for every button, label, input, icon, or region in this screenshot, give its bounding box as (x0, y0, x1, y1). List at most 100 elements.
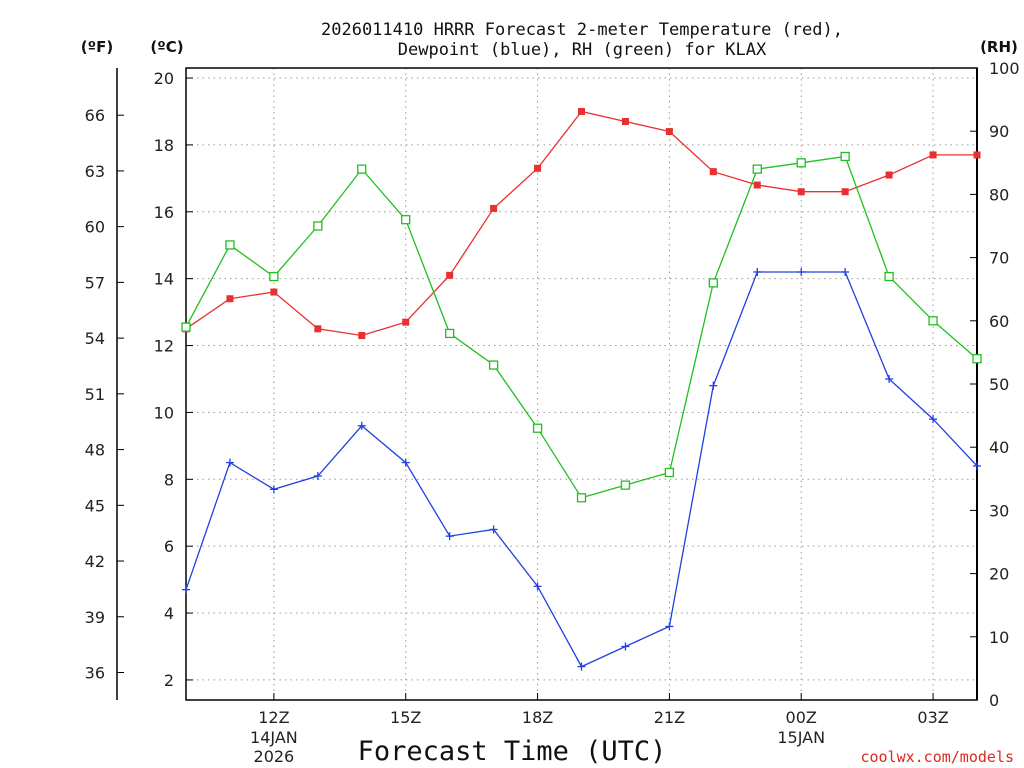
rh-tick-label: 80 (989, 185, 1009, 204)
rh-tick-label: 10 (989, 628, 1009, 647)
data-point (841, 188, 849, 196)
celsius-tick-label: 20 (154, 69, 174, 88)
data-point (929, 151, 937, 159)
x-tick-date-label: 2026 (254, 747, 295, 766)
series-2-meter-temperature (182, 107, 981, 340)
x-tick-label: 12Z (258, 708, 289, 727)
data-point (752, 164, 762, 174)
rh-tick-label: 30 (989, 501, 1009, 520)
data-point (445, 532, 454, 541)
data-point (313, 221, 323, 231)
x-tick-label: 03Z (917, 708, 948, 727)
data-point (357, 164, 367, 174)
celsius-tick-label: 2 (164, 671, 174, 690)
data-point (402, 318, 410, 326)
data-point (532, 423, 543, 433)
rh-tick-label: 90 (989, 122, 1009, 141)
fahrenheit-tick-label: 54 (85, 329, 105, 348)
celsius-tick-label: 4 (164, 604, 174, 623)
data-point (445, 328, 455, 339)
celsius-tick-label: 14 (154, 270, 174, 289)
data-point (885, 374, 894, 383)
fahrenheit-unit-label: (ºF) (81, 38, 113, 56)
x-axis-title: Forecast Time (UTC) (358, 736, 667, 767)
celsius-tick-label: 16 (154, 203, 174, 222)
chart-title-line2: Dewpoint (blue), RH (green) for KLAX (398, 40, 767, 60)
celsius-tick-label: 12 (154, 337, 174, 356)
data-point (358, 332, 366, 340)
x-tick-label: 00Z (786, 708, 817, 727)
data-point (972, 354, 982, 364)
data-point (446, 271, 454, 279)
data-point (489, 525, 498, 534)
fahrenheit-tick-label: 36 (85, 664, 105, 683)
data-point (928, 316, 938, 326)
fahrenheit-tick-label: 57 (85, 273, 105, 292)
data-point (488, 360, 499, 370)
data-point (709, 381, 718, 390)
data-point (620, 480, 631, 490)
chart-title-line1: 2026011410 HRRR Forecast 2-meter Tempera… (321, 20, 843, 40)
data-point (841, 267, 850, 276)
data-point (796, 158, 806, 168)
series-dewpoint (182, 267, 981, 671)
fahrenheit-tick-label: 39 (85, 608, 105, 627)
x-tick-date-label: 15JAN (777, 728, 825, 747)
fahrenheit-tick-label: 45 (85, 496, 105, 515)
rh-tick-label: 40 (989, 438, 1009, 457)
data-point (665, 128, 673, 136)
x-tick-label: 18Z (522, 708, 553, 727)
x-tick-label: 15Z (390, 708, 421, 727)
data-point (578, 107, 585, 115)
data-point (225, 240, 235, 250)
rh-unit-label: (RH) (980, 38, 1018, 56)
fahrenheit-tick-label: 51 (85, 385, 105, 404)
axes: 2 4 6 8 10 12 14 16 18 20 36 39 42 45 48 51 54 57 60 63 66 0 1… (85, 59, 1020, 766)
plot-frame (185, 67, 978, 701)
fahrenheit-tick-label: 63 (85, 162, 105, 181)
fahrenheit-tick-label: 42 (85, 552, 105, 571)
data-point (357, 421, 366, 430)
celsius-tick-label: 18 (154, 136, 174, 155)
celsius-tick-label: 10 (154, 403, 174, 422)
series-layer (181, 107, 982, 671)
series-line (185, 271, 978, 668)
data-point (534, 164, 542, 172)
fahrenheit-tick-label: 66 (85, 106, 105, 125)
series-line (185, 155, 978, 499)
data-point (181, 322, 191, 332)
series-rh (181, 151, 982, 503)
data-point (577, 662, 586, 671)
celsius-unit-label: (ºC) (150, 38, 183, 56)
data-point (401, 215, 411, 225)
fahrenheit-tick-label: 48 (85, 441, 105, 460)
data-point (621, 118, 629, 126)
data-point (664, 467, 675, 478)
data-point (840, 151, 850, 162)
data-point (973, 151, 981, 159)
rh-tick-label: 0 (989, 691, 999, 710)
grid (186, 68, 977, 700)
data-point (490, 204, 498, 212)
celsius-tick-label: 6 (164, 537, 174, 556)
data-point (797, 188, 805, 196)
data-point (314, 325, 322, 333)
data-point (182, 585, 190, 594)
data-point (973, 461, 981, 470)
data-point (665, 622, 674, 631)
celsius-tick-label: 8 (164, 470, 174, 489)
data-point (621, 642, 630, 651)
data-point (313, 471, 322, 480)
data-point (226, 295, 234, 303)
data-point (753, 181, 761, 189)
data-point (225, 458, 234, 467)
data-point (533, 582, 542, 591)
data-point (797, 267, 806, 276)
data-point (269, 485, 278, 494)
rh-tick-label: 100 (989, 59, 1020, 78)
data-point (576, 493, 587, 503)
rh-tick-label: 70 (989, 249, 1009, 268)
credit-text: coolwx.com/models (860, 748, 1014, 766)
x-tick-date-label: 14JAN (250, 728, 298, 747)
